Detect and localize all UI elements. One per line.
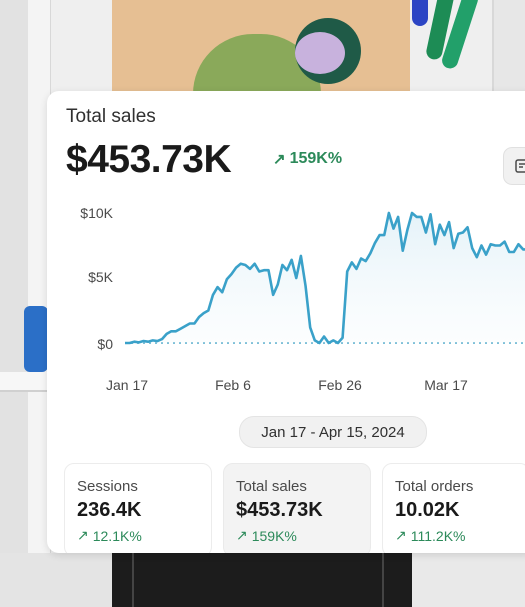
- y-tick-label: $10K: [80, 205, 113, 221]
- chart-options-button[interactable]: [503, 147, 525, 185]
- metric-change: ↗ 12.1K%: [77, 527, 142, 544]
- y-tick-label: $5K: [88, 269, 113, 285]
- metric-change-value: 111.2K%: [410, 527, 466, 544]
- sales-change-value: 159K%: [289, 150, 343, 167]
- card-title: Total sales: [66, 106, 156, 127]
- arrow-up-right-icon: ↗: [77, 527, 89, 543]
- metric-value: 10.02K: [395, 499, 460, 521]
- metric-label: Sessions: [77, 478, 138, 495]
- metric-change: ↗ 111.2K%: [395, 527, 465, 544]
- date-range-pill[interactable]: Jan 17 - Apr 15, 2024: [239, 416, 427, 448]
- metric-value: $453.73K: [236, 499, 323, 521]
- metric-change-value: 159K%: [251, 527, 297, 544]
- report-icon: [515, 159, 525, 173]
- x-tick-label: Feb 26: [318, 377, 362, 393]
- arrow-up-right-icon: ↗: [236, 527, 248, 543]
- arrow-up-right-icon: ↗: [273, 151, 286, 168]
- metric-value: 236.4K: [77, 499, 142, 521]
- sales-series-area: [125, 213, 525, 343]
- metric-label: Total orders: [395, 478, 474, 495]
- y-tick-label: $0: [97, 336, 113, 352]
- x-tick-label: Jan 17: [105, 377, 149, 393]
- x-tick-label: Feb 6: [215, 377, 251, 393]
- sales-change: ↗ 159K%: [273, 150, 342, 168]
- metric-change-value: 12.1K%: [92, 527, 142, 544]
- metric-card-total-sales[interactable]: Total sales $453.73K ↗ 159K%: [223, 463, 371, 553]
- total-sales-value: $453.73K: [66, 138, 232, 181]
- sales-card: Total sales $453.73K ↗ 159K% $10K $5K $0…: [47, 91, 525, 553]
- sales-line-chart: [125, 211, 525, 345]
- x-tick-label: Mar 17: [424, 377, 468, 393]
- metric-card-total-orders[interactable]: Total orders 10.02K ↗ 111.2K%: [382, 463, 525, 553]
- metric-card-sessions[interactable]: Sessions 236.4K ↗ 12.1K%: [64, 463, 212, 553]
- arrow-up-right-icon: ↗: [395, 527, 407, 543]
- metric-label: Total sales: [236, 478, 307, 495]
- sales-series-line: [125, 211, 525, 345]
- metric-change: ↗ 159K%: [236, 527, 297, 544]
